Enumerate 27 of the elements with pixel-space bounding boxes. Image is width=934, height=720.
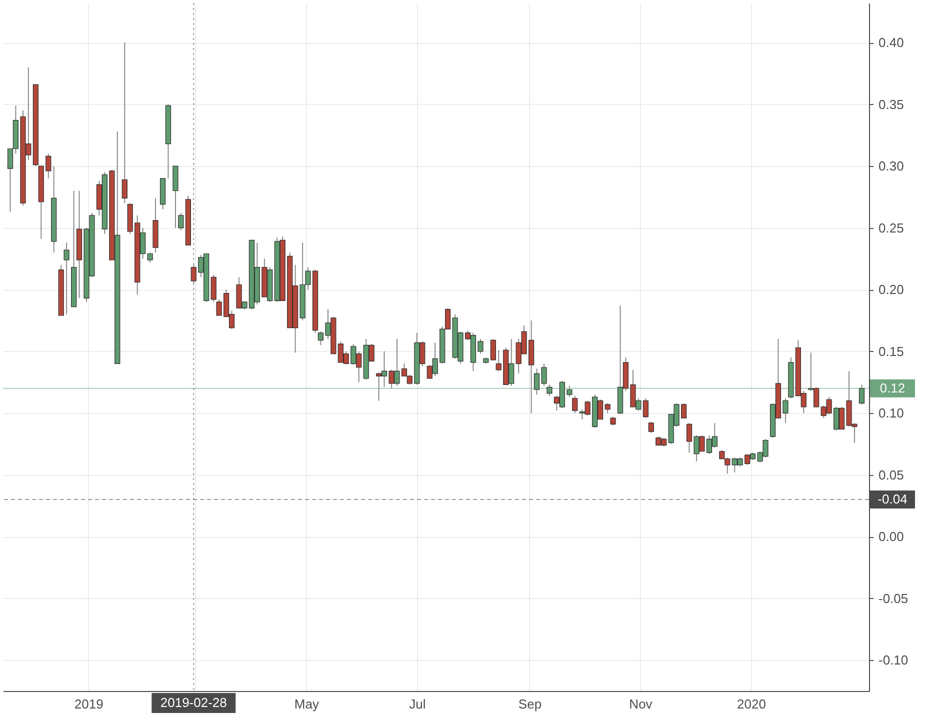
x-tick-label: Nov — [629, 696, 653, 712]
ref-line-label: 2019-02-28 — [160, 695, 227, 710]
y-tick-label: 0.15 — [878, 344, 904, 359]
y-tick-label: 0.00 — [878, 529, 904, 544]
y-tick-label: 0.25 — [878, 220, 904, 236]
text: -0.04 — [878, 492, 908, 507]
candlestick — [572, 395, 578, 414]
candlestick — [546, 384, 552, 396]
x-tick-label: 2019 — [74, 696, 104, 712]
y-tick-label: 0.30 — [878, 158, 904, 174]
x-tick-label: 2020 — [737, 696, 766, 712]
y-tick-label: 0.35 — [878, 96, 904, 112]
y-tick-label: 0.20 — [878, 282, 904, 298]
x-tick-label: Sep — [518, 696, 542, 712]
candlestick — [178, 212, 184, 231]
candlestick — [122, 42, 128, 204]
candlestick — [858, 384, 865, 405]
candlestick — [648, 421, 654, 434]
y-tick-label: 0.10 — [878, 406, 904, 421]
x-tick-label: May — [294, 696, 320, 712]
x-tick-label: Jul — [409, 696, 426, 712]
candlestick — [64, 242, 70, 315]
y-tick-label: 0.40 — [878, 35, 904, 50]
y-tick-label: -0.05 — [878, 590, 908, 606]
y-tick-label: -0.10 — [878, 652, 908, 668]
y-tick-label: 0.05 — [878, 467, 904, 482]
ref-line-label: 0.12 — [880, 380, 906, 396]
